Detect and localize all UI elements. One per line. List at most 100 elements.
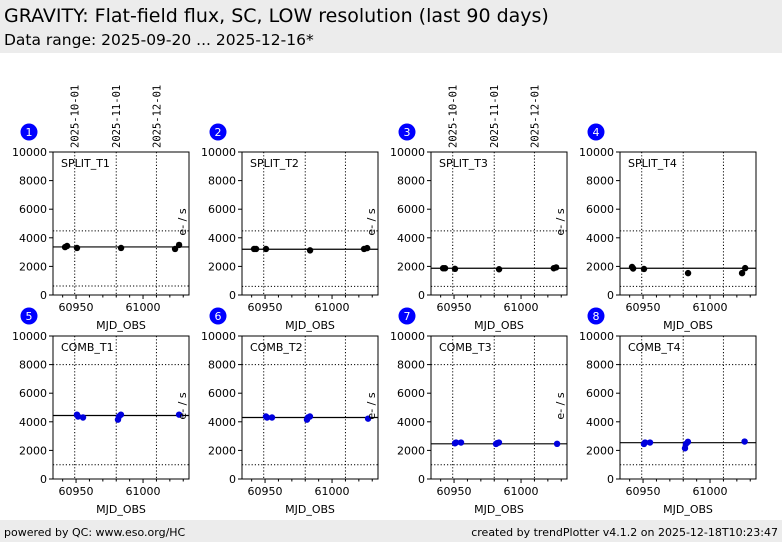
y-tick-label: 6000 xyxy=(586,203,614,216)
data-point xyxy=(741,264,749,272)
x-tick-label: 61000 xyxy=(504,485,539,498)
y-tick-label: 8000 xyxy=(19,175,47,188)
panel-number: 2 xyxy=(215,126,222,139)
y-tick-label: 10000 xyxy=(201,330,236,343)
axes-frame xyxy=(619,151,757,296)
axes-frame xyxy=(52,335,190,480)
x-tick-label: 60950 xyxy=(248,301,283,314)
panel-number: 3 xyxy=(404,126,411,139)
y-tick-label: 2000 xyxy=(397,444,425,457)
y-tick-label: 2000 xyxy=(208,444,236,457)
y-tick-label: 4000 xyxy=(586,416,614,429)
x-tick-label: 60950 xyxy=(626,301,661,314)
x-tick-label: 61000 xyxy=(126,301,161,314)
y-tick-label: 10000 xyxy=(390,146,425,159)
data-point xyxy=(175,241,183,249)
page-header: GRAVITY: Flat-field flux, SC, LOW resolu… xyxy=(0,0,782,53)
y-tick-label: 0 xyxy=(607,289,614,302)
y-tick-label: 8000 xyxy=(397,175,425,188)
panel-number: 1 xyxy=(26,126,33,139)
y-axis-label: e- / s xyxy=(176,392,189,419)
y-tick-label: 4000 xyxy=(208,232,236,245)
x-tick-label: 60950 xyxy=(437,301,472,314)
date-label: 2025-11-01 xyxy=(489,85,501,148)
plot-panel-5: 0 2000 4000 6000 8000 10000 60950 61000 MJD_OBS C… xyxy=(12,307,190,516)
x-tick-label: 60950 xyxy=(59,301,94,314)
plot-panel-2: 0 2000 4000 6000 8000 10000 60950 61000 MJD_OBS S… xyxy=(201,123,379,332)
data-point xyxy=(495,266,503,273)
panel-number: 7 xyxy=(404,310,411,323)
data-point xyxy=(263,414,271,421)
panel-label: COMB_T3 xyxy=(439,341,492,354)
x-tick-label: 61000 xyxy=(504,301,539,314)
date-label: 2025-12-01 xyxy=(529,85,541,148)
y-tick-label: 0 xyxy=(40,473,47,486)
x-axis-label: MJD_OBS xyxy=(663,319,713,332)
x-axis-label: MJD_OBS xyxy=(285,503,335,516)
y-tick-label: 6000 xyxy=(208,203,236,216)
panel-label: SPLIT_T3 xyxy=(439,157,488,170)
y-tick-label: 6000 xyxy=(19,387,47,400)
data-point xyxy=(175,411,183,418)
y-tick-label: 8000 xyxy=(586,359,614,372)
data-point xyxy=(641,439,649,446)
y-axis-label: e- / s xyxy=(365,208,378,235)
data-point xyxy=(684,438,692,446)
panel-number-badge xyxy=(398,307,416,325)
data-point xyxy=(74,413,82,420)
x-axis-label: MJD_OBS xyxy=(96,319,146,332)
x-tick-label: 60950 xyxy=(59,485,94,498)
data-point xyxy=(364,415,372,422)
data-point xyxy=(63,242,71,250)
y-tick-label: 6000 xyxy=(397,387,425,400)
panel-number-badge xyxy=(587,307,605,325)
y-axis-label: e- / s xyxy=(554,208,567,235)
data-point xyxy=(738,269,746,277)
created-by-text: created by trendPlotter v4.1.2 on 2025-1… xyxy=(471,526,778,539)
panel-number-badge xyxy=(20,307,38,325)
panel-number: 5 xyxy=(26,310,33,323)
y-tick-label: 2000 xyxy=(19,260,47,273)
axes-frame xyxy=(619,335,757,480)
y-tick-label: 10000 xyxy=(390,330,425,343)
panel-label: SPLIT_T2 xyxy=(250,157,299,170)
plot-panel-1: 2025-10-01 2025-11-01 2025-12-01 0 2000 4000 6… xyxy=(12,85,190,332)
page-title: GRAVITY: Flat-field flux, SC, LOW resolu… xyxy=(4,5,549,27)
y-tick-label: 0 xyxy=(418,289,425,302)
data-point xyxy=(252,245,260,253)
powered-by-text: powered by QC: www.eso.org/HC xyxy=(4,526,186,539)
y-tick-label: 4000 xyxy=(397,416,425,429)
x-axis-label: MJD_OBS xyxy=(285,319,335,332)
page-footer: powered by QC: www.eso.org/HC created by… xyxy=(0,520,782,542)
plot-panel-7: 0 2000 4000 6000 8000 10000 60950 61000 MJD_OBS C… xyxy=(390,307,568,516)
data-range-subtitle: Data range: 2025-09-20 ... 2025-12-16* xyxy=(4,31,314,49)
axes-frame xyxy=(241,151,379,296)
x-axis-label: MJD_OBS xyxy=(96,503,146,516)
y-tick-label: 10000 xyxy=(579,330,614,343)
date-label: 2025-10-01 xyxy=(448,85,460,148)
y-tick-label: 0 xyxy=(607,473,614,486)
data-point xyxy=(552,264,560,271)
y-tick-label: 0 xyxy=(40,289,47,302)
y-tick-label: 0 xyxy=(229,473,236,486)
y-tick-label: 0 xyxy=(418,473,425,486)
y-tick-label: 2000 xyxy=(586,444,614,457)
data-point xyxy=(306,413,314,420)
y-axis-label: e- / s xyxy=(554,392,567,419)
y-tick-label: 10000 xyxy=(12,146,47,159)
y-tick-label: 0 xyxy=(229,289,236,302)
y-tick-label: 8000 xyxy=(586,175,614,188)
axes-frame xyxy=(430,335,568,480)
y-tick-label: 8000 xyxy=(208,359,236,372)
y-tick-label: 4000 xyxy=(19,416,47,429)
data-point xyxy=(363,244,371,252)
y-tick-label: 6000 xyxy=(208,387,236,400)
plot-panel-3: 2025-10-01 2025-11-01 2025-12-01 0 2000 4000 6… xyxy=(390,85,568,332)
data-point xyxy=(452,439,460,446)
panel-number-badge xyxy=(587,123,605,141)
panel-number-badge xyxy=(398,123,416,141)
y-tick-label: 4000 xyxy=(19,232,47,245)
panel-label: COMB_T2 xyxy=(250,341,303,354)
y-tick-label: 10000 xyxy=(579,146,614,159)
